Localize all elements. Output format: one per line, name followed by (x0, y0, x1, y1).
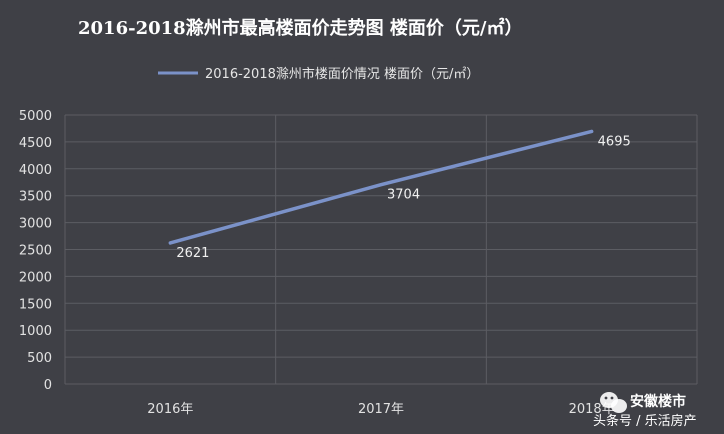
x-axis: 2016年 2017年 2018年 (147, 402, 614, 417)
watermark-subtitle: 头条号 / 乐活房产 (593, 413, 697, 429)
y-tick-label: 1000 (19, 324, 52, 339)
data-labels: 2621 3704 4695 (176, 134, 630, 261)
series-layer (168, 129, 594, 245)
y-tick-label: 4500 (19, 136, 52, 151)
x-tick-label: 2017年 (358, 402, 404, 417)
y-tick-label: 0 (44, 378, 52, 393)
legend-label: 2016-2018滁州市楼面价情况 楼面价（元/㎡） (205, 66, 479, 82)
y-tick-label: 4000 (19, 163, 52, 178)
y-tick-label: 2000 (19, 270, 52, 285)
y-tick-label: 3500 (19, 190, 52, 205)
watermark: 安徽楼市 头条号 / 乐活房产 (593, 392, 697, 429)
y-axis: 0 500 1000 1500 2000 2500 3000 3500 4000 4500 5000 (19, 109, 52, 393)
y-tick-label: 1500 (19, 297, 52, 312)
y-tick-label: 5000 (19, 109, 52, 124)
y-tick-label: 2500 (19, 244, 52, 259)
data-label: 4695 (598, 134, 631, 149)
data-label: 2621 (176, 246, 209, 261)
wechat-icon (600, 392, 627, 413)
x-tick-label: 2016年 (147, 402, 193, 417)
y-tick-label: 3000 (19, 217, 52, 232)
watermark-title: 安徽楼市 (630, 393, 686, 410)
gridlines (64, 114, 698, 385)
data-label: 3704 (387, 188, 420, 203)
chart-title: 2016-2018滁州市最高楼面价走势图 楼面价（元/㎡） (78, 17, 523, 39)
legend: 2016-2018滁州市楼面价情况 楼面价（元/㎡） (158, 66, 479, 82)
series-line (168, 129, 594, 245)
y-tick-label: 500 (27, 351, 52, 366)
